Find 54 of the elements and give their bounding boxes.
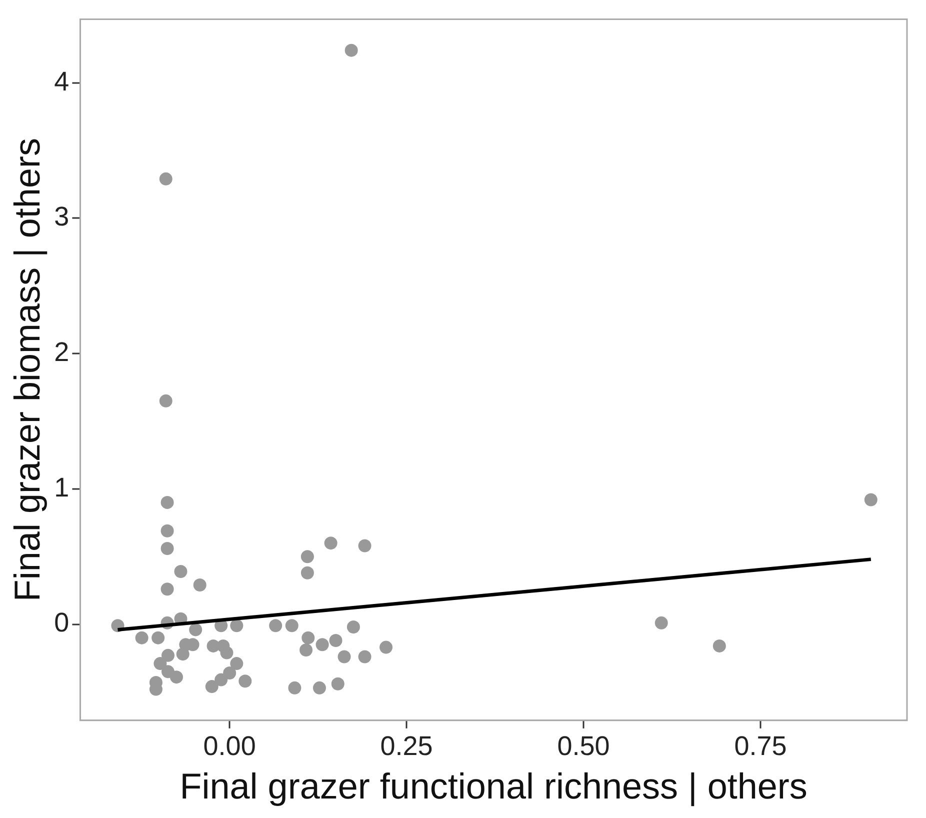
point xyxy=(300,566,314,580)
point xyxy=(135,631,148,644)
x-tick-label: 0.75 xyxy=(734,731,787,762)
point xyxy=(288,681,302,694)
x-tick-label: 0.50 xyxy=(557,731,610,762)
point xyxy=(238,674,252,688)
point xyxy=(380,640,393,654)
point xyxy=(329,634,342,648)
y-axis-title: Final grazer biomass | others xyxy=(6,138,48,602)
point xyxy=(269,619,282,632)
point xyxy=(712,639,726,652)
point xyxy=(161,648,174,662)
point xyxy=(358,539,372,552)
point xyxy=(160,542,174,555)
y-tick-label: 4 xyxy=(54,66,70,96)
x-axis-title: Final grazer functional richness | others xyxy=(180,765,808,806)
point xyxy=(152,631,165,644)
point xyxy=(170,670,183,684)
point xyxy=(312,681,326,694)
point xyxy=(654,616,668,630)
point xyxy=(174,564,188,578)
point xyxy=(176,648,190,661)
point xyxy=(220,646,234,660)
y-tick-label: 1 xyxy=(54,472,70,502)
point xyxy=(205,680,218,694)
point xyxy=(193,578,206,592)
point xyxy=(159,394,172,408)
point xyxy=(285,619,298,632)
x-tick-label: 0.00 xyxy=(203,731,256,762)
point xyxy=(230,619,244,632)
y-tick-label: 3 xyxy=(54,202,70,232)
point xyxy=(154,657,167,670)
point xyxy=(223,666,236,680)
x-tick-label: 0.25 xyxy=(380,731,433,762)
point xyxy=(302,631,315,644)
point xyxy=(160,524,174,538)
point xyxy=(358,650,372,664)
point xyxy=(159,172,172,186)
point xyxy=(338,650,351,664)
point xyxy=(864,493,878,506)
point xyxy=(160,496,174,509)
point xyxy=(230,657,244,670)
point xyxy=(160,582,174,596)
y-tick-label: 2 xyxy=(54,337,70,368)
point xyxy=(316,638,329,652)
point xyxy=(346,620,360,634)
y-tick-label: 0 xyxy=(54,608,70,638)
point xyxy=(189,623,202,636)
point xyxy=(324,536,338,550)
point xyxy=(331,677,344,690)
point xyxy=(214,673,228,686)
point xyxy=(344,44,358,57)
point xyxy=(300,644,313,657)
point xyxy=(300,550,314,564)
